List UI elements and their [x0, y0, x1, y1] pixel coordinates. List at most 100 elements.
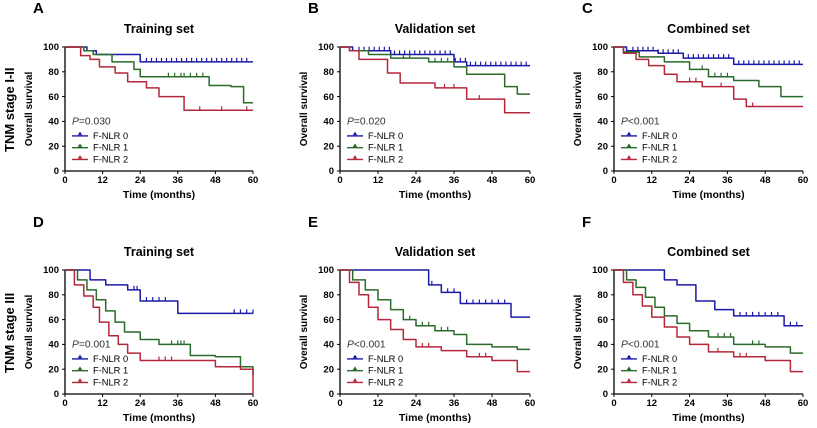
svg-text:36: 36 — [449, 398, 460, 409]
svg-text:F-NLR 0: F-NLR 0 — [93, 354, 128, 364]
svg-text:24: 24 — [684, 175, 695, 186]
svg-text:Time (months): Time (months) — [672, 189, 744, 201]
svg-text:Validation set: Validation set — [395, 22, 476, 36]
svg-text:40: 40 — [48, 340, 59, 351]
svg-text:P=0.030: P=0.030 — [72, 117, 111, 128]
svg-text:48: 48 — [760, 175, 771, 186]
svg-text:60: 60 — [597, 315, 608, 326]
svg-text:12: 12 — [97, 175, 108, 186]
svg-text:F-NLR 1: F-NLR 1 — [368, 143, 403, 153]
svg-text:Time (months): Time (months) — [123, 412, 195, 424]
svg-text:100: 100 — [318, 42, 334, 53]
svg-text:80: 80 — [597, 67, 608, 78]
svg-text:F-NLR 0: F-NLR 0 — [642, 354, 677, 364]
svg-text:48: 48 — [487, 398, 498, 409]
svg-text:F-NLR 2: F-NLR 2 — [93, 377, 128, 387]
svg-text:12: 12 — [647, 398, 658, 409]
svg-text:12: 12 — [647, 175, 658, 186]
svg-text:36: 36 — [722, 175, 733, 186]
svg-text:24: 24 — [411, 398, 422, 409]
svg-text:F-NLR 0: F-NLR 0 — [368, 354, 403, 364]
svg-text:60: 60 — [248, 398, 259, 409]
svg-text:P<0.001: P<0.001 — [621, 117, 660, 128]
svg-text:60: 60 — [323, 92, 334, 103]
svg-text:Time (months): Time (months) — [399, 412, 471, 424]
svg-text:0: 0 — [329, 166, 334, 177]
svg-text:40: 40 — [597, 340, 608, 351]
svg-text:0: 0 — [337, 398, 342, 409]
svg-text:40: 40 — [323, 117, 334, 128]
svg-text:0: 0 — [603, 166, 608, 177]
svg-text:36: 36 — [173, 175, 184, 186]
svg-text:F-NLR 2: F-NLR 2 — [642, 154, 677, 164]
svg-text:0: 0 — [611, 398, 616, 409]
svg-text:100: 100 — [318, 265, 334, 276]
svg-text:24: 24 — [411, 175, 422, 186]
svg-text:60: 60 — [798, 398, 809, 409]
svg-text:60: 60 — [798, 175, 809, 186]
svg-text:0: 0 — [337, 175, 342, 186]
svg-text:20: 20 — [48, 141, 59, 152]
svg-text:0: 0 — [611, 175, 616, 186]
svg-text:Overall survival: Overall survival — [299, 295, 310, 370]
svg-text:0: 0 — [54, 389, 59, 400]
svg-text:40: 40 — [597, 117, 608, 128]
svg-text:100: 100 — [592, 265, 608, 276]
svg-text:40: 40 — [323, 340, 334, 351]
svg-text:24: 24 — [135, 398, 146, 409]
svg-text:20: 20 — [597, 364, 608, 375]
svg-text:0: 0 — [603, 389, 608, 400]
svg-text:F-NLR 2: F-NLR 2 — [368, 154, 403, 164]
svg-text:Training set: Training set — [124, 22, 195, 36]
svg-text:P<0.001: P<0.001 — [621, 340, 660, 351]
svg-text:Overall survival: Overall survival — [299, 72, 310, 147]
svg-text:F-NLR 0: F-NLR 0 — [93, 131, 128, 141]
svg-text:80: 80 — [323, 67, 334, 78]
svg-text:80: 80 — [48, 67, 59, 78]
svg-text:80: 80 — [323, 290, 334, 301]
svg-text:F-NLR 1: F-NLR 1 — [642, 143, 677, 153]
svg-text:Combined set: Combined set — [667, 245, 750, 259]
svg-text:60: 60 — [48, 315, 59, 326]
svg-text:24: 24 — [135, 175, 146, 186]
svg-text:Training set: Training set — [124, 245, 195, 259]
svg-text:Overall survival: Overall survival — [24, 295, 35, 370]
svg-text:Time (months): Time (months) — [672, 412, 744, 424]
svg-text:P<0.001: P<0.001 — [347, 340, 386, 351]
svg-text:Overall survival: Overall survival — [573, 72, 584, 147]
svg-text:F-NLR 1: F-NLR 1 — [368, 366, 403, 376]
svg-text:48: 48 — [210, 398, 221, 409]
svg-text:F-NLR 2: F-NLR 2 — [642, 377, 677, 387]
svg-text:80: 80 — [597, 290, 608, 301]
svg-text:20: 20 — [323, 364, 334, 375]
svg-text:F-NLR 2: F-NLR 2 — [93, 154, 128, 164]
svg-text:Combined set: Combined set — [667, 22, 750, 36]
svg-text:24: 24 — [684, 398, 695, 409]
svg-text:F-NLR 1: F-NLR 1 — [642, 366, 677, 376]
svg-text:48: 48 — [760, 398, 771, 409]
svg-text:20: 20 — [48, 364, 59, 375]
svg-text:Time (months): Time (months) — [399, 189, 471, 201]
svg-text:0: 0 — [62, 398, 67, 409]
svg-text:40: 40 — [48, 117, 59, 128]
svg-text:36: 36 — [722, 398, 733, 409]
svg-text:F-NLR 0: F-NLR 0 — [368, 131, 403, 141]
svg-text:Validation set: Validation set — [395, 245, 476, 259]
svg-text:F-NLR 1: F-NLR 1 — [93, 366, 128, 376]
svg-text:36: 36 — [449, 175, 460, 186]
svg-text:36: 36 — [173, 398, 184, 409]
svg-text:Time (months): Time (months) — [123, 189, 195, 201]
svg-text:Overall survival: Overall survival — [24, 72, 35, 147]
svg-text:0: 0 — [62, 175, 67, 186]
svg-text:100: 100 — [592, 42, 608, 53]
svg-text:100: 100 — [43, 42, 59, 53]
svg-text:0: 0 — [329, 389, 334, 400]
svg-text:F-NLR 2: F-NLR 2 — [368, 377, 403, 387]
svg-text:48: 48 — [487, 175, 498, 186]
svg-text:Overall survival: Overall survival — [573, 295, 584, 370]
svg-text:P=0.020: P=0.020 — [347, 117, 386, 128]
svg-text:60: 60 — [323, 315, 334, 326]
svg-text:F-NLR 0: F-NLR 0 — [642, 131, 677, 141]
svg-text:0: 0 — [54, 166, 59, 177]
svg-text:12: 12 — [373, 398, 384, 409]
